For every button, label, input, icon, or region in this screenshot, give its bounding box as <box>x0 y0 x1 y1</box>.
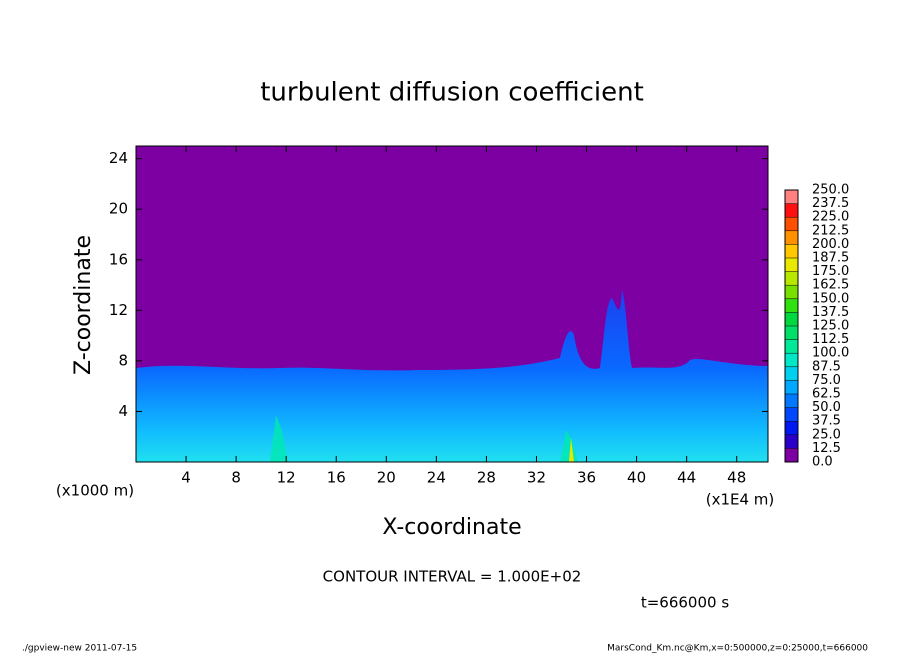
colorbar-label: 175.0 <box>812 264 849 279</box>
chart-title: turbulent diffusion coefficient <box>260 78 644 108</box>
y-unit: (x1000 m) <box>56 482 134 500</box>
x-tick-label: 44 <box>677 469 696 487</box>
x-tick-label: 24 <box>427 469 446 487</box>
colorbar-band <box>785 203 798 218</box>
colorbar-label: 112.5 <box>812 332 849 347</box>
colorbar-label: 50.0 <box>812 400 841 415</box>
field-layer <box>136 290 768 462</box>
x-tick-label: 8 <box>231 469 241 487</box>
time-label: t=666000 s <box>641 594 729 612</box>
colorbar-band <box>785 380 798 394</box>
x-tick-label: 36 <box>577 469 596 487</box>
x-tick-label: 4 <box>181 469 191 487</box>
colorbar-label: 187.5 <box>812 251 849 266</box>
x-tick-label: 48 <box>727 469 746 487</box>
colorbar-label: 212.5 <box>812 223 849 238</box>
colorbar-label: 75.0 <box>812 373 841 388</box>
colorbar-band <box>785 258 798 272</box>
colorbar-label: 62.5 <box>812 387 841 402</box>
colorbar-band <box>785 421 798 435</box>
contour-interval: CONTOUR INTERVAL = 1.000E+02 <box>323 568 582 586</box>
x-tick-label: 20 <box>377 469 396 487</box>
x-tick-label: 40 <box>627 469 646 487</box>
colorbar-label: 250.0 <box>812 183 849 198</box>
colorbar-label: 100.0 <box>812 346 849 361</box>
colorbar-band <box>785 271 798 286</box>
colorbar-label: 225.0 <box>812 210 849 225</box>
colorbar-band <box>785 298 798 313</box>
colorbar-label: 200.0 <box>812 237 849 252</box>
field <box>136 146 768 462</box>
plot-frame <box>135 145 769 463</box>
colorbar-band <box>785 448 798 462</box>
colorbar-label: 125.0 <box>812 319 849 334</box>
field-patch <box>569 438 574 462</box>
y-tick-label: 4 <box>118 402 128 420</box>
colorbar-band <box>785 366 798 381</box>
y-tick-label: 24 <box>109 149 128 167</box>
x-tick-label: 28 <box>477 469 496 487</box>
footer-right: MarsCond_Km.nc@Km,x=0:500000,z=0:25000,t… <box>607 644 868 654</box>
x-tick-label: 12 <box>277 469 296 487</box>
colorbar-label: 162.5 <box>812 278 849 293</box>
colorbar-band <box>785 312 798 326</box>
x-tick-label: 16 <box>327 469 346 487</box>
colorbar-band <box>785 230 798 245</box>
colorbar-band <box>785 326 798 340</box>
x-tick-label: 32 <box>527 469 546 487</box>
y-tick-label: 20 <box>109 200 128 218</box>
footer-left: ./gpview-new 2011-07-15 <box>22 644 137 654</box>
colorbar-band <box>785 394 798 408</box>
colorbar-label: 150.0 <box>812 291 849 306</box>
colorbar-band <box>785 339 798 354</box>
colorbar-band <box>785 434 798 449</box>
colorbar-band <box>785 217 798 231</box>
colorbar-band <box>785 407 798 422</box>
y-tick-label: 16 <box>109 250 128 268</box>
colorbar-band <box>785 244 798 258</box>
colorbar-band <box>785 285 798 299</box>
x-axis-label: X-coordinate <box>382 515 521 540</box>
colorbar-label: 37.5 <box>812 414 841 429</box>
y-axis-label: Z-coordinate <box>71 235 96 375</box>
colorbar-label: 0.0 <box>812 455 833 470</box>
y-tick-label: 12 <box>109 301 128 319</box>
colorbar-label: 237.5 <box>812 196 849 211</box>
colorbar-band <box>785 190 798 204</box>
y-tick-label: 8 <box>118 351 128 369</box>
colorbar-label: 87.5 <box>812 359 841 374</box>
colorbar-label: 12.5 <box>812 441 841 456</box>
x-unit: (x1E4 m) <box>706 491 775 509</box>
colorbar-label: 25.0 <box>812 427 841 442</box>
colorbar-band <box>785 353 798 367</box>
colorbar-label: 137.5 <box>812 305 849 320</box>
